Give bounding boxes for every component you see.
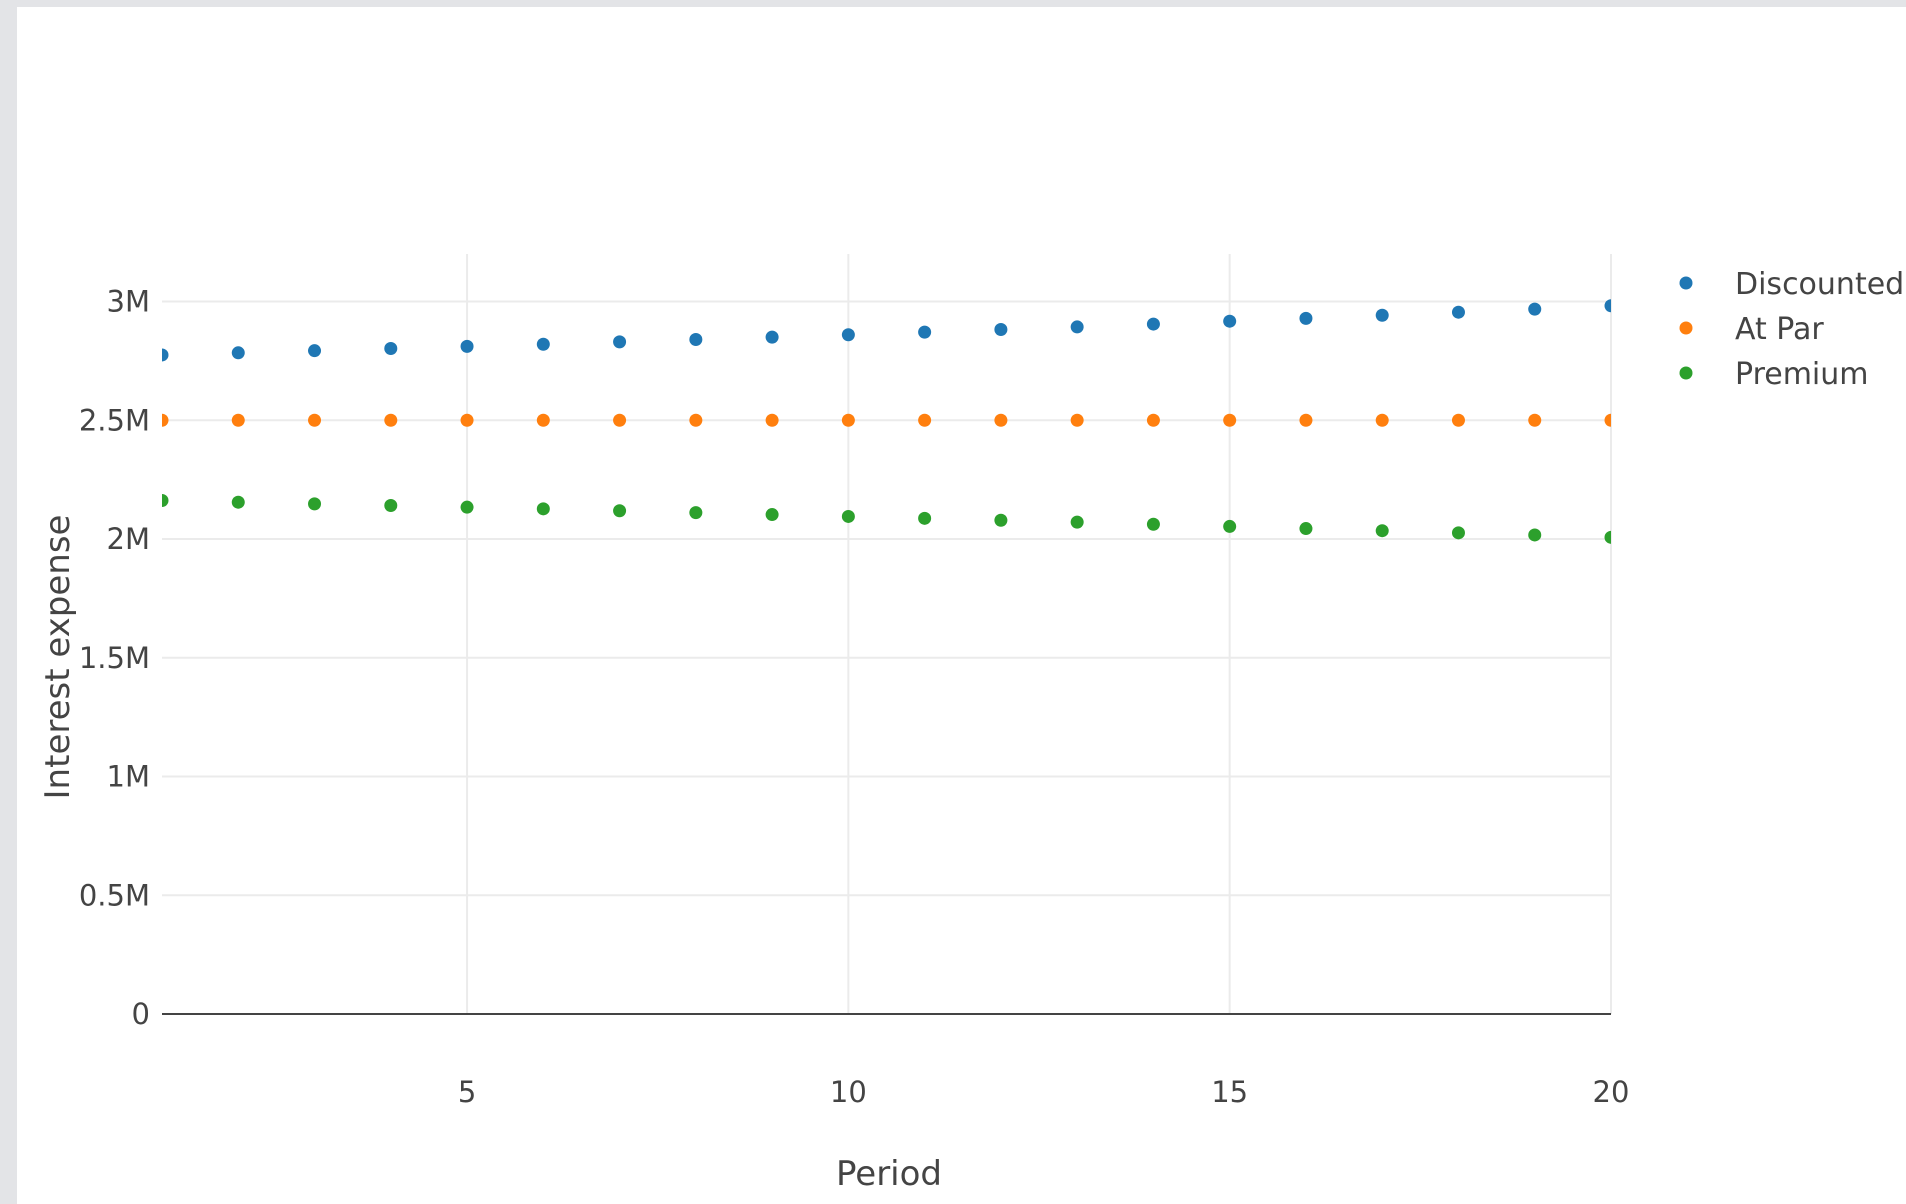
series-discounted [162,299,1611,362]
data-point [841,509,855,523]
data-point [1299,311,1313,325]
data-point [536,337,550,351]
data-point [1299,413,1313,427]
data-point [1070,515,1084,529]
data-point [460,500,474,514]
data-point [841,328,855,342]
data-point [689,506,703,520]
scatter-chart: 0 0.5M 1M 1.5M 2M 2.5M 3M 5 10 15 20 Period Inter… [38,254,1905,1194]
series-premium [162,494,1611,544]
legend-marker [1679,366,1693,380]
data-point [1223,413,1237,427]
data-point [918,325,932,339]
data-point [689,413,703,427]
data-point [162,348,169,362]
x-tick-label: 20 [1593,1075,1630,1109]
data-point [384,499,398,513]
data-point [162,494,169,508]
data-point [918,511,932,525]
data-point [1146,517,1160,531]
legend-label: Premium [1735,357,1869,392]
data-point [918,413,932,427]
data-point [460,339,474,353]
grid-lines [162,254,1612,1014]
data-point [1451,305,1465,319]
data-point [460,413,474,427]
y-tick-label: 2M [107,522,150,556]
data-point [994,413,1008,427]
data-point [536,413,550,427]
data-point [1299,522,1313,536]
data-point [994,513,1008,527]
y-tick-label: 2.5M [79,403,150,437]
legend-marker [1679,321,1693,335]
data-points [162,299,1611,544]
legend-item[interactable]: At Par [1679,312,1825,347]
data-point [1528,528,1542,542]
data-point [613,504,627,518]
y-axis-ticks: 0 0.5M 1M 1.5M 2M 2.5M 3M [79,285,150,1032]
data-point [384,413,398,427]
data-point [384,342,398,356]
data-point [1451,526,1465,540]
x-tick-label: 15 [1211,1075,1248,1109]
x-tick-label: 10 [830,1075,867,1109]
data-point [1070,320,1084,334]
data-point [765,508,779,522]
data-point [1604,299,1611,313]
data-point [765,330,779,344]
data-point [231,413,245,427]
y-tick-label: 0.5M [79,878,150,912]
data-point [765,413,779,427]
y-axis-title: Interest expense [38,515,78,800]
y-tick-label: 1M [107,760,150,794]
legend-label: Discounted [1735,267,1904,302]
data-point [1604,530,1611,544]
data-point [1528,302,1542,316]
x-axis-ticks: 5 10 15 20 [458,1075,1630,1109]
data-point [1375,413,1389,427]
data-point [613,413,627,427]
data-point [1451,413,1465,427]
legend-marker [1679,276,1693,290]
legend-label: At Par [1735,312,1824,347]
data-point [308,344,322,358]
data-point [308,497,322,511]
data-point [1146,413,1160,427]
series-at-par [162,413,1611,427]
y-tick-label: 1.5M [79,641,150,675]
x-axis-title: Period [836,1154,942,1194]
data-point [841,413,855,427]
data-point [1375,524,1389,538]
data-point [231,495,245,509]
data-point [1146,317,1160,331]
legend-item[interactable]: Premium [1679,357,1869,392]
data-point [1604,413,1611,427]
data-point [308,413,322,427]
data-point [1223,519,1237,533]
data-point [613,335,627,349]
data-point [1375,308,1389,322]
data-point [994,323,1008,337]
legend[interactable]: Discounted At Par Premium [1679,267,1905,392]
legend-item[interactable]: Discounted [1679,267,1905,302]
y-tick-label: 0 [132,997,150,1031]
data-point [231,346,245,360]
x-tick-label: 5 [458,1075,476,1109]
data-point [536,502,550,516]
data-point [1528,413,1542,427]
chart-card: 0 0.5M 1M 1.5M 2M 2.5M 3M 5 10 15 20 Period Inter… [17,7,1906,1204]
y-tick-label: 3M [107,285,150,319]
data-point [689,333,703,346]
data-point [1070,413,1084,427]
data-point [162,413,169,427]
data-point [1223,314,1237,328]
